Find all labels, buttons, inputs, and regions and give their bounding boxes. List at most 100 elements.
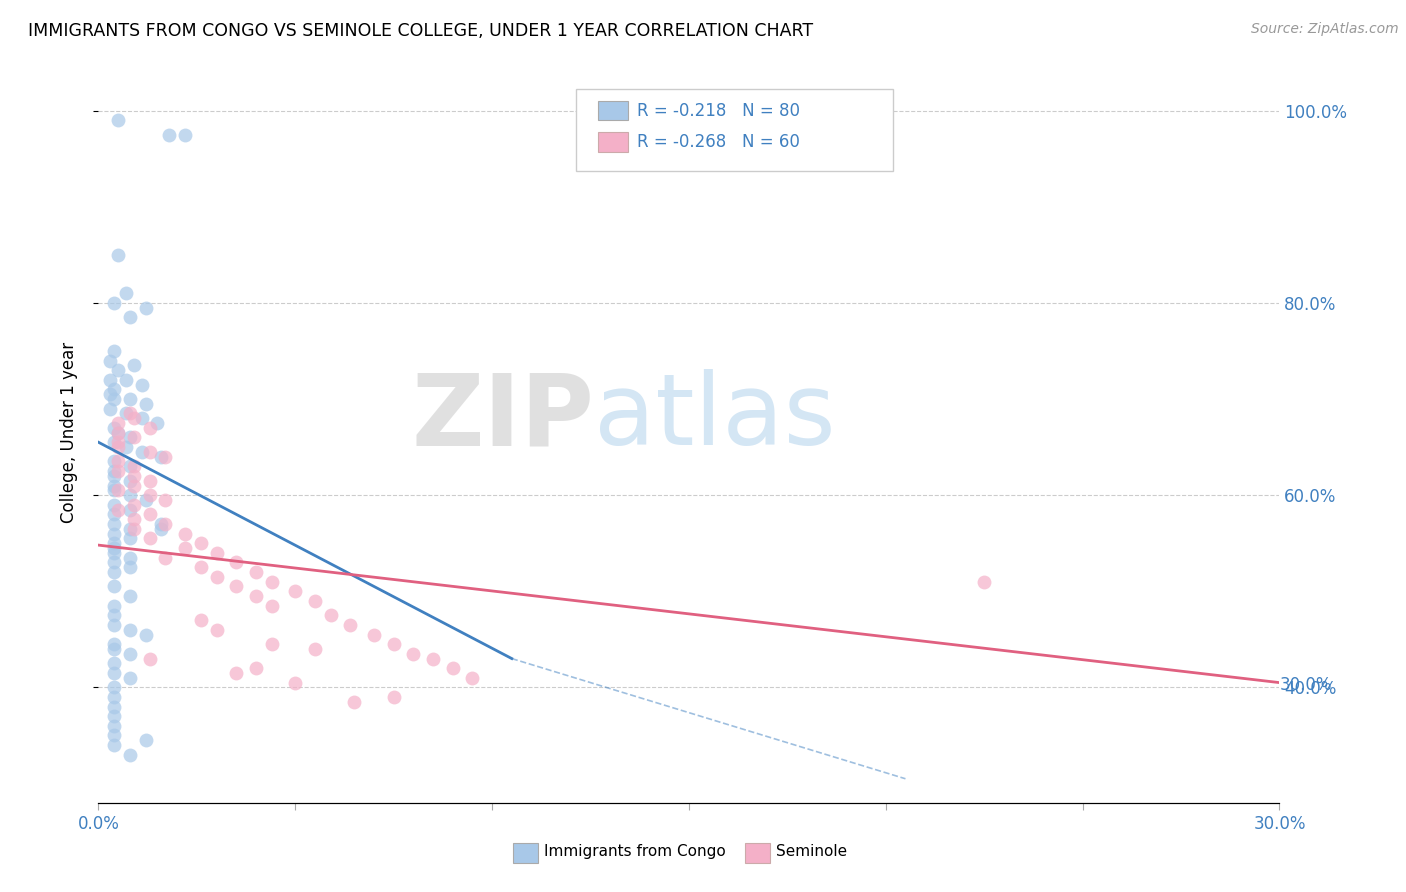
Point [260,599,283,613]
Point [118,459,141,474]
Point [107,464,129,478]
Point [118,671,141,685]
Point [103,516,125,531]
Point [115,286,138,301]
Point [103,681,125,695]
Point [103,618,125,632]
Point [118,647,141,661]
Point [115,373,138,387]
Point [225,556,247,570]
Point [138,474,160,488]
Point [304,594,326,608]
Point [138,651,160,665]
Point [319,608,342,623]
Point [339,618,361,632]
Point [138,445,160,459]
Point [103,541,125,555]
Point [118,430,141,444]
Point [205,570,228,584]
Point [441,661,464,675]
Point [155,450,177,464]
Point [118,474,141,488]
Point [118,623,141,637]
Point [150,450,173,464]
Point [107,248,129,262]
Point [103,579,125,593]
Point [260,637,283,651]
Point [107,425,129,440]
Point [150,522,173,536]
Point [98,353,121,368]
Point [461,671,484,685]
Point [174,526,197,541]
Text: ZIP: ZIP [412,369,595,467]
Point [103,421,125,435]
Point [122,359,145,373]
Point [138,532,160,546]
Point [138,508,160,522]
Point [135,301,157,315]
Point [150,516,173,531]
Point [103,483,125,498]
Point [122,469,145,483]
Point [103,382,125,396]
Point [103,536,125,550]
Point [190,613,212,627]
Point [131,411,153,425]
Point [122,430,145,444]
Text: atlas: atlas [595,369,837,467]
Point [107,363,129,377]
Point [225,665,247,680]
Point [98,373,121,387]
Point [131,377,153,392]
Text: R = -0.218   N = 80: R = -0.218 N = 80 [637,102,800,120]
Point [174,128,197,142]
Point [118,392,141,406]
Point [284,675,307,690]
Point [245,661,267,675]
Text: IMMIGRANTS FROM CONGO VS SEMINOLE COLLEGE, UNDER 1 YEAR CORRELATION CHART: IMMIGRANTS FROM CONGO VS SEMINOLE COLLEG… [28,22,813,40]
Text: Source: ZipAtlas.com: Source: ZipAtlas.com [1251,22,1399,37]
Point [422,651,444,665]
Point [103,719,125,733]
Point [402,647,425,661]
Point [245,589,267,603]
Point [103,608,125,623]
Point [205,623,228,637]
Point [245,565,267,579]
Point [260,574,283,589]
Point [363,627,385,641]
Point [103,464,125,478]
Point [103,565,125,579]
Point [103,498,125,512]
Point [118,406,141,420]
Point [118,310,141,325]
Text: Immigrants from Congo: Immigrants from Congo [544,845,725,859]
Point [103,665,125,680]
Point [103,435,125,450]
Point [118,550,141,565]
Point [103,657,125,671]
Point [107,440,129,454]
Point [122,478,145,492]
Point [107,502,129,516]
Text: R = -0.268   N = 60: R = -0.268 N = 60 [637,133,800,151]
Point [103,637,125,651]
Point [118,522,141,536]
Point [973,574,995,589]
Point [103,478,125,492]
Point [138,421,160,435]
Point [103,642,125,657]
Point [135,492,157,507]
Point [122,512,145,526]
Point [155,516,177,531]
Point [118,589,141,603]
Point [103,295,125,310]
Point [103,469,125,483]
Point [103,599,125,613]
Point [135,397,157,411]
Point [103,508,125,522]
Point [103,526,125,541]
Point [107,483,129,498]
Point [98,387,121,401]
